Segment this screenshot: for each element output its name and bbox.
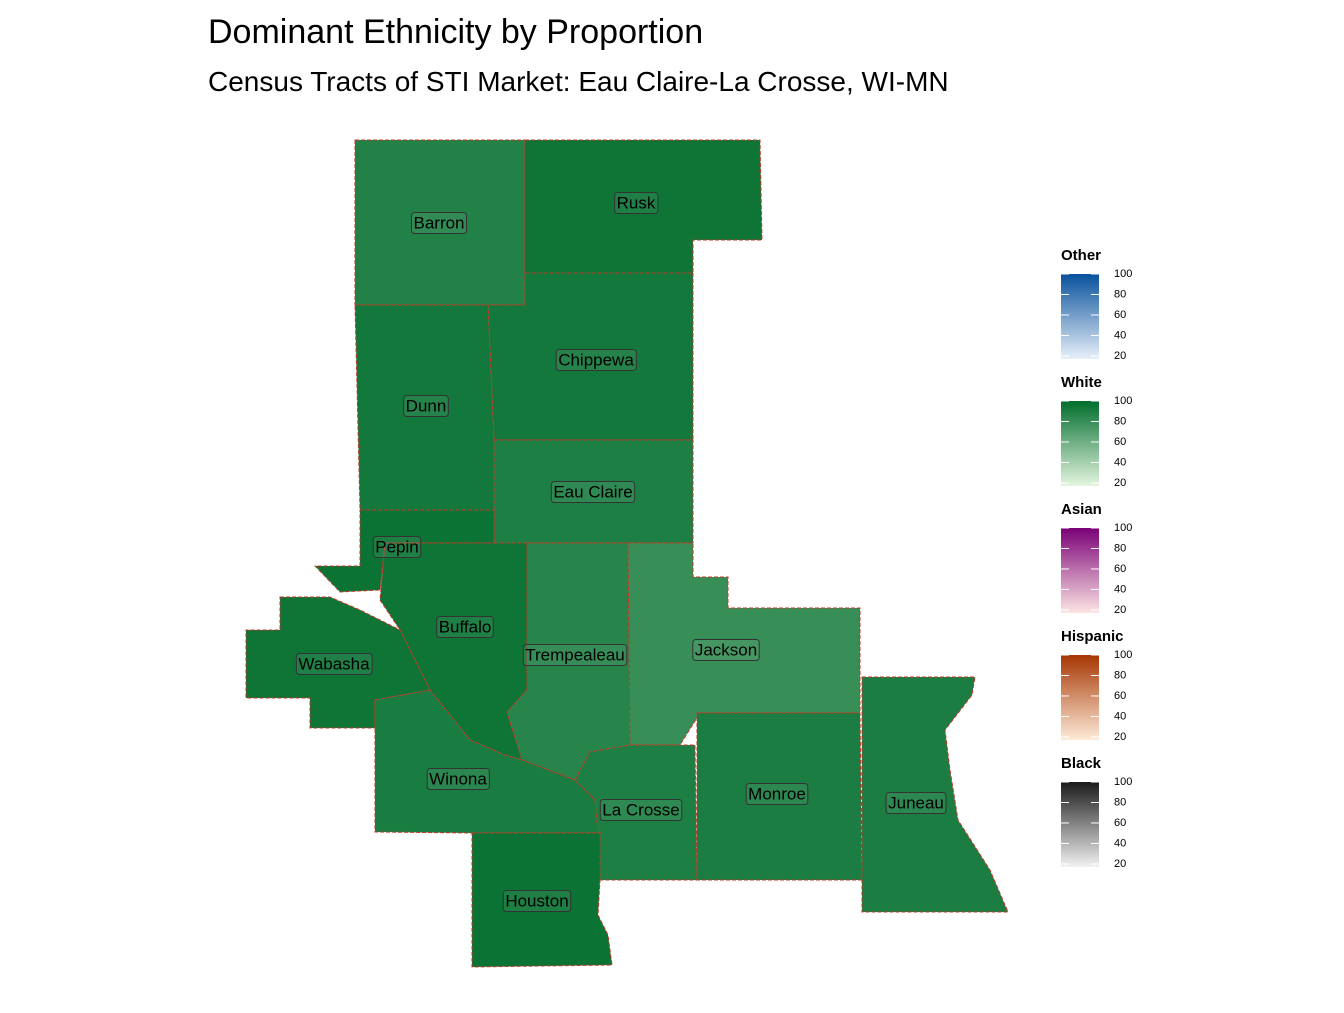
legend-tick-label: 100 (1114, 395, 1132, 407)
county-label-box: Chippewa (555, 348, 637, 371)
legend-tick-label: 60 (1114, 817, 1126, 829)
county-label-box: Barron (410, 211, 468, 234)
legend-tick-label: 40 (1114, 710, 1126, 722)
legend-colorbar (1061, 528, 1099, 613)
legend-colorbar (1061, 401, 1099, 486)
county-label-box: La Crosse (599, 798, 683, 821)
county-label: Rusk (617, 193, 656, 212)
legend-tick-label: 60 (1114, 436, 1126, 448)
county-label-box: Monroe (745, 782, 809, 805)
county-label: Pepin (375, 537, 418, 556)
county-label-box: Houston (502, 889, 572, 912)
county-label-box: Jackson (692, 638, 760, 661)
county-label: Dunn (406, 396, 447, 415)
legend-tick-label: 100 (1114, 776, 1132, 788)
county-label-box: Eau Claire (550, 480, 636, 503)
label-box (555, 348, 637, 371)
county-label: Trempealeau (525, 645, 625, 664)
label-box (692, 638, 760, 661)
label-box (550, 480, 636, 503)
county-label-box: Dunn (403, 394, 449, 417)
title: Dominant Ethnicity by Proportion (208, 13, 703, 51)
legend-tick-label: 20 (1114, 604, 1126, 616)
county (374, 689, 601, 834)
label-box (410, 211, 468, 234)
county (354, 139, 526, 306)
label-box (885, 791, 947, 814)
county-label: Monroe (748, 784, 806, 803)
legend-tick-label: 100 (1114, 522, 1132, 534)
legend-title: Black (1061, 755, 1102, 772)
legend-colorbar (1061, 782, 1099, 867)
legend-tick-label: 80 (1114, 542, 1126, 554)
legend-tick-label: 100 (1114, 268, 1132, 280)
county-label-box: Pepin (372, 535, 422, 558)
subtitle: Census Tracts of STI Market: Eau Claire-… (208, 66, 949, 97)
county-label: Eau Claire (553, 482, 632, 501)
legend: Other 20 40 60 80 100 White 20 40 60 80 100 Asian 20 4… (1061, 247, 1132, 870)
legend-tick-label: 40 (1114, 837, 1126, 849)
legend-tick-label: 40 (1114, 329, 1126, 341)
legend-title: Asian (1061, 501, 1102, 518)
label-box (502, 889, 572, 912)
county-label: Juneau (888, 793, 944, 812)
county-label-box: Rusk (614, 191, 659, 214)
label-box (614, 191, 659, 214)
county-label-box: Winona (426, 767, 490, 790)
legend-tick-label: 80 (1114, 669, 1126, 681)
legend-tick-label: 20 (1114, 858, 1126, 870)
county-labels: Barron Rusk Chippewa Dunn Eau Claire Pepin Buf… (295, 191, 947, 912)
legend-tick-label: 40 (1114, 456, 1126, 468)
county-label-box: Wabasha (295, 652, 373, 675)
county-label-box: Trempealeau (522, 643, 628, 666)
county (313, 509, 495, 593)
county-label: Barron (413, 213, 464, 232)
county (471, 832, 613, 968)
county-label: Wabasha (298, 654, 370, 673)
label-box (522, 643, 628, 666)
county (574, 744, 698, 881)
label-box (745, 782, 809, 805)
legend-tick-label: 80 (1114, 796, 1126, 808)
legend-tick-label: 40 (1114, 583, 1126, 595)
county-label: Winona (429, 769, 487, 788)
label-box (436, 615, 494, 638)
county (627, 542, 861, 746)
county-label: Chippewa (558, 350, 634, 369)
legend-title: Other (1061, 247, 1101, 264)
legend-tick-label: 20 (1114, 477, 1126, 489)
label-box (403, 394, 449, 417)
legend-tick-label: 80 (1114, 288, 1126, 300)
legend-tick-label: 80 (1114, 415, 1126, 427)
legend-tick-label: 20 (1114, 350, 1126, 362)
legend-tick-label: 60 (1114, 563, 1126, 575)
county-label: Jackson (695, 640, 757, 659)
label-box (599, 798, 683, 821)
legend-title: White (1061, 374, 1102, 391)
county-label: Houston (505, 891, 568, 910)
county-label-box: Buffalo (436, 615, 494, 638)
label-box (372, 535, 422, 558)
label-box (295, 652, 373, 675)
legend-colorbar (1061, 274, 1099, 359)
county (524, 139, 763, 274)
legend-colorbar (1061, 655, 1099, 740)
counties (245, 139, 1009, 968)
county-label-box: Juneau (885, 791, 947, 814)
legend-tick-label: 60 (1114, 309, 1126, 321)
legend-title: Hispanic (1061, 628, 1124, 645)
label-box (426, 767, 490, 790)
county (861, 676, 1009, 913)
legend-tick-label: 60 (1114, 690, 1126, 702)
county-label: La Crosse (602, 800, 679, 819)
county-label: Buffalo (439, 617, 492, 636)
legend-tick-label: 20 (1114, 731, 1126, 743)
legend-tick-label: 100 (1114, 649, 1132, 661)
